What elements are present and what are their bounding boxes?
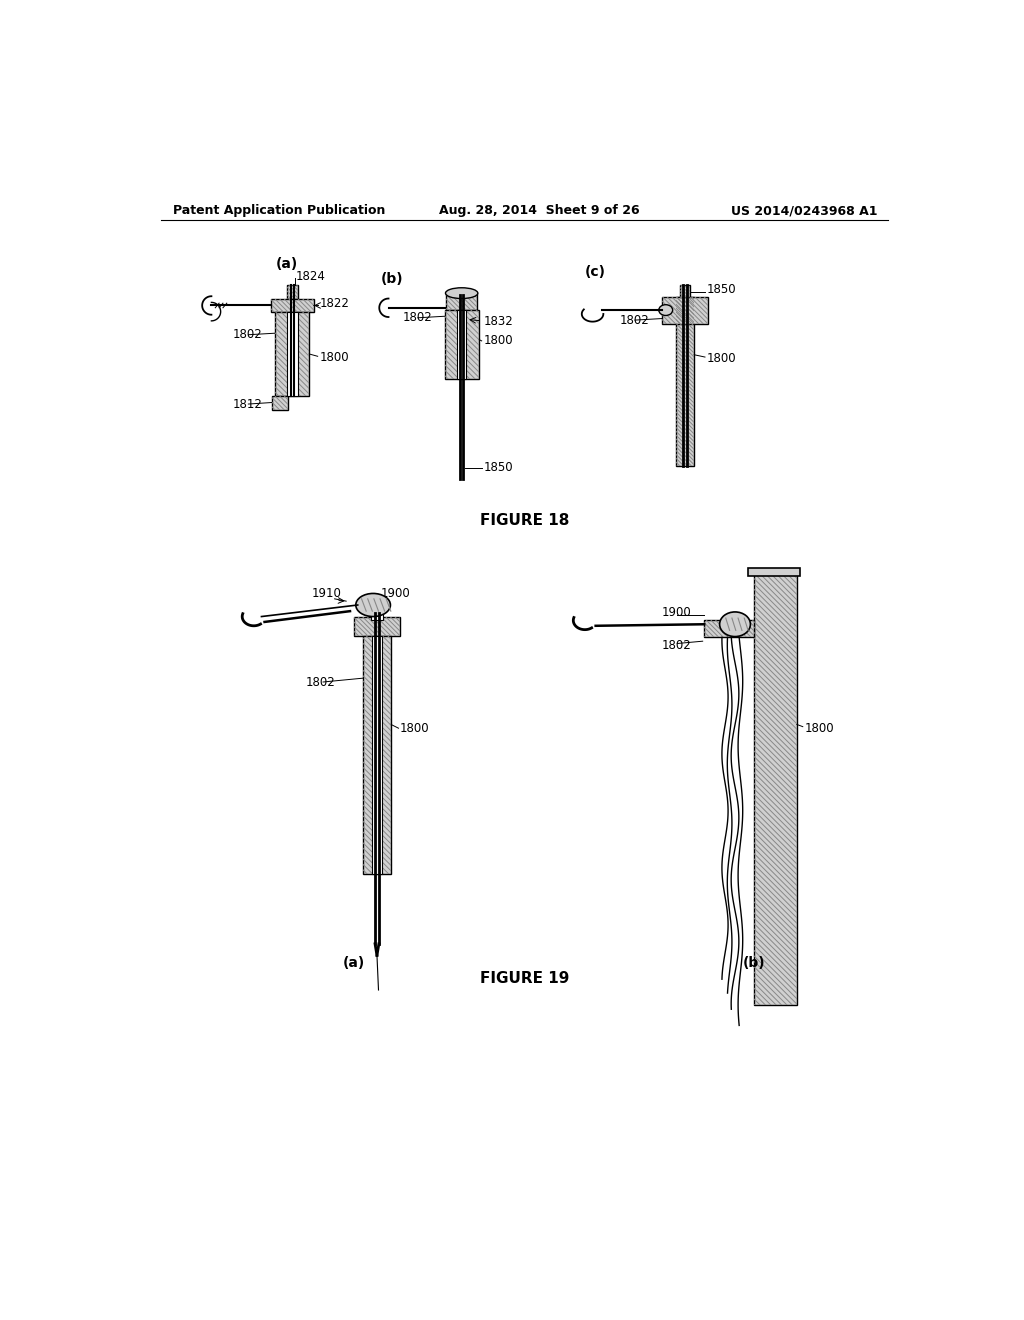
Text: US 2014/0243968 A1: US 2014/0243968 A1 (731, 205, 878, 218)
Bar (270, 300, 313, 312)
Text: (b): (b) (743, 956, 766, 970)
Text: 1812: 1812 (233, 397, 263, 411)
Bar (354, 616, 400, 636)
Text: 1802: 1802 (233, 329, 263, 342)
Bar (662, 297, 708, 323)
Bar (287, 285, 298, 300)
Text: 1802: 1802 (305, 676, 335, 689)
Text: 1800: 1800 (804, 722, 834, 735)
Ellipse shape (355, 594, 390, 616)
Bar (444, 310, 478, 379)
Bar (287, 312, 298, 396)
Text: (a): (a) (275, 257, 298, 271)
Text: 1850: 1850 (707, 282, 736, 296)
Bar (354, 616, 400, 636)
Text: 1900: 1900 (381, 587, 411, 601)
Text: 1800: 1800 (707, 352, 736, 366)
Text: 1800: 1800 (483, 334, 513, 347)
Text: 1910: 1910 (311, 587, 341, 601)
Text: Aug. 28, 2014  Sheet 9 of 26: Aug. 28, 2014 Sheet 9 of 26 (438, 205, 639, 218)
Text: 1802: 1802 (662, 639, 691, 652)
Bar (272, 396, 288, 411)
Bar (275, 312, 309, 396)
Text: Patent Application Publication: Patent Application Publication (173, 205, 385, 218)
Text: 1850: 1850 (483, 462, 513, 474)
Bar (705, 620, 755, 638)
Bar (272, 396, 288, 411)
Bar (371, 612, 383, 620)
Text: 1900: 1900 (662, 606, 691, 619)
Ellipse shape (445, 288, 478, 298)
Bar (270, 300, 313, 312)
Ellipse shape (658, 305, 673, 315)
Bar (446, 293, 477, 310)
Bar (364, 636, 391, 874)
Bar (705, 620, 755, 638)
Text: 1800: 1800 (319, 351, 349, 364)
Bar (364, 636, 391, 874)
Bar (275, 312, 309, 396)
Bar (457, 310, 466, 379)
Bar (287, 285, 298, 300)
Text: 1822: 1822 (319, 297, 349, 310)
Text: 1824: 1824 (296, 269, 326, 282)
Bar (446, 293, 477, 310)
Bar (680, 285, 689, 297)
Text: 1802: 1802 (620, 314, 649, 326)
Bar (372, 636, 382, 874)
Bar (676, 297, 694, 466)
Bar (680, 285, 689, 297)
Text: FIGURE 18: FIGURE 18 (480, 512, 569, 528)
Text: 1832: 1832 (483, 315, 513, 329)
Text: 1800: 1800 (400, 722, 430, 735)
Bar (755, 574, 797, 1006)
Bar (662, 297, 708, 323)
Text: (c): (c) (585, 264, 606, 279)
Bar (444, 310, 478, 379)
Bar (676, 297, 694, 466)
Ellipse shape (720, 612, 751, 636)
Text: 1802: 1802 (402, 312, 432, 325)
Text: FIGURE 19: FIGURE 19 (480, 972, 569, 986)
Text: (b): (b) (381, 272, 403, 286)
Text: (a): (a) (343, 956, 365, 970)
Bar (755, 574, 797, 1006)
Bar (749, 568, 801, 576)
